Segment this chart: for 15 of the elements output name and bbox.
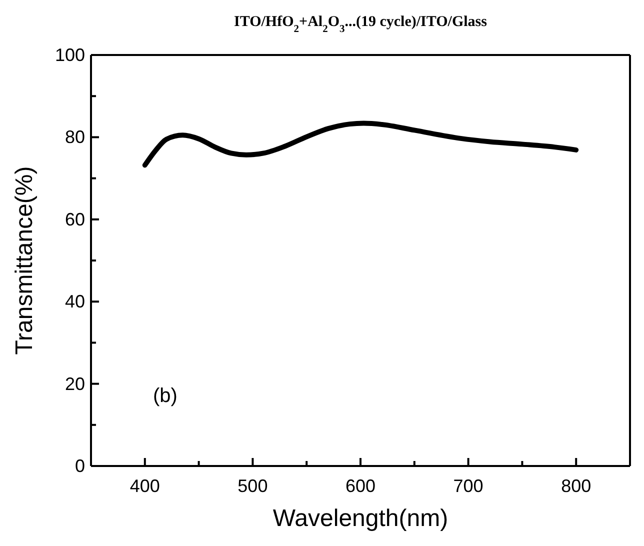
y-tick-label: 100 <box>54 45 85 65</box>
x-axis-title: Wavelength(nm) <box>272 505 448 532</box>
x-tick-label: 400 <box>130 476 160 496</box>
annotation: (b) <box>153 384 178 407</box>
chart-title: ITO/HfO$_{2}$+Al$_{2}$O$_{3}$...(19 cycle)/ITO/Glass <box>234 14 488 34</box>
y-axis-title: Transmittance(%) <box>11 166 38 355</box>
x-tick-label: 800 <box>561 476 592 496</box>
x-tick-label: 700 <box>453 476 484 496</box>
y-tick-label: 0 <box>74 456 85 476</box>
y-tick-label: 60 <box>64 209 85 230</box>
y-tick-label: 20 <box>64 374 85 394</box>
x-tick-label: 600 <box>345 476 376 496</box>
y-tick-label: 40 <box>64 292 85 312</box>
x-tick-label: 500 <box>238 476 268 496</box>
y-tick-label: 80 <box>64 127 85 148</box>
